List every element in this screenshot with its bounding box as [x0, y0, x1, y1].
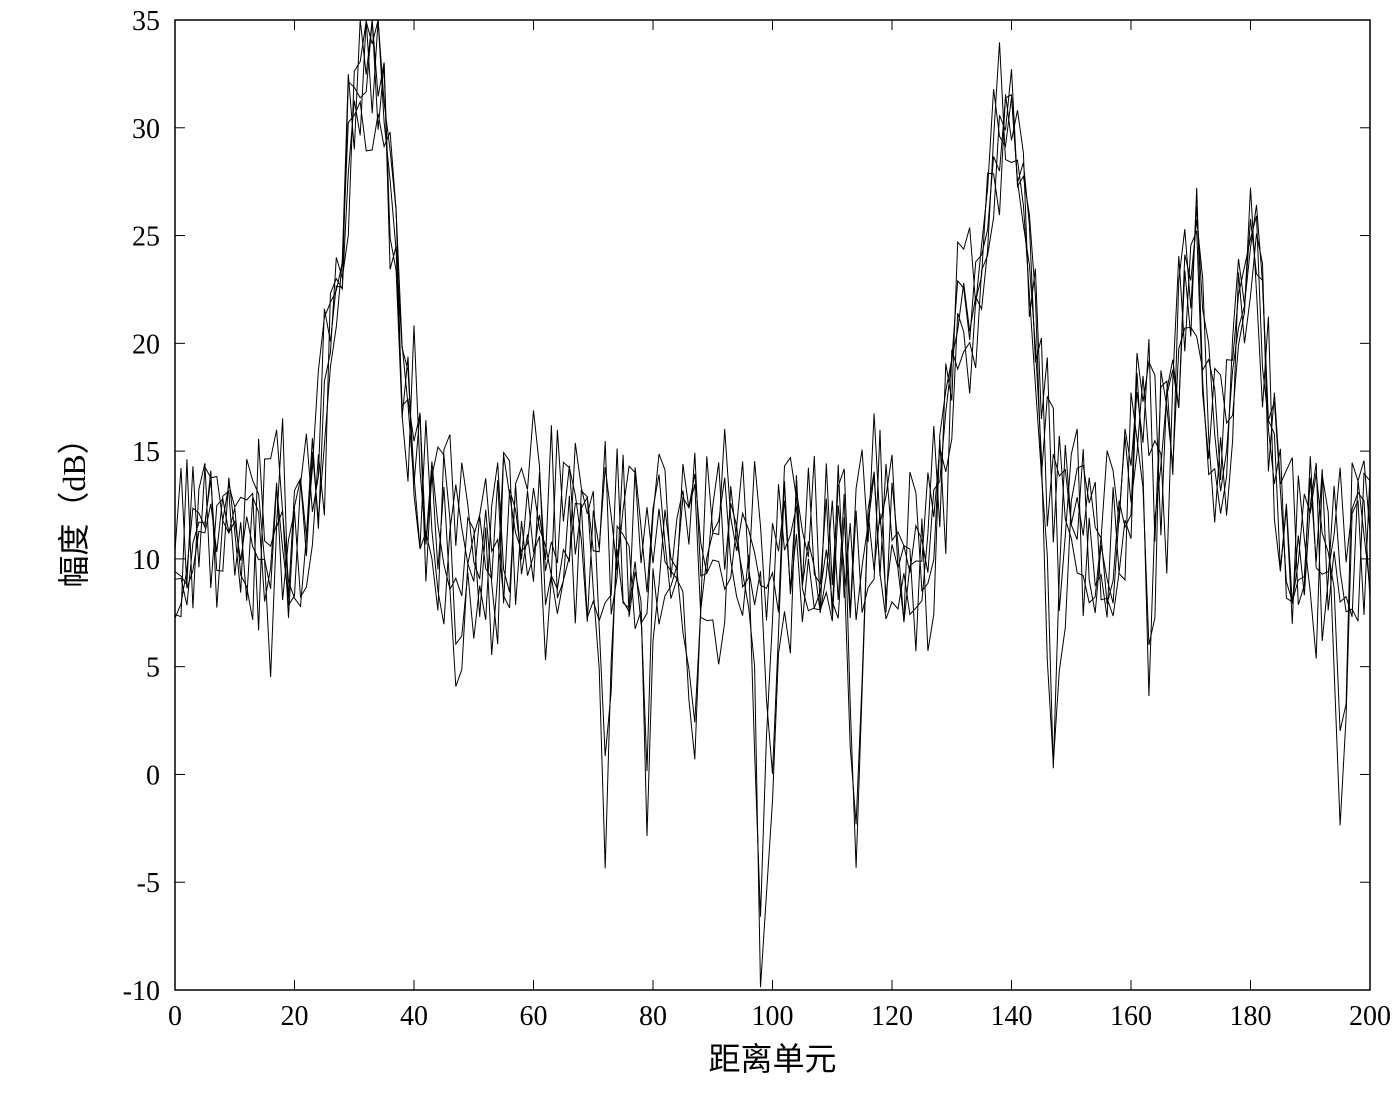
series-2	[175, 20, 1370, 917]
svg-text:80: 80	[639, 1001, 667, 1032]
line-chart: 0 20 40 60 80 100 120 140 160 180 200 -10 -5 0 5 10 15 20…	[0, 0, 1398, 1112]
svg-text:20: 20	[281, 1001, 309, 1032]
svg-text:200: 200	[1349, 1001, 1391, 1032]
svg-text:5: 5	[146, 653, 160, 684]
svg-text:15: 15	[132, 437, 160, 468]
svg-text:160: 160	[1110, 1001, 1152, 1032]
svg-text:180: 180	[1230, 1001, 1272, 1032]
svg-text:0: 0	[168, 1001, 182, 1032]
svg-text:20: 20	[132, 329, 160, 360]
svg-text:35: 35	[132, 6, 160, 37]
series-1	[175, 20, 1370, 987]
chart-container: 0 20 40 60 80 100 120 140 160 180 200 -10 -5 0 5 10 15 20…	[0, 0, 1398, 1112]
svg-text:120: 120	[871, 1001, 913, 1032]
svg-text:30: 30	[132, 114, 160, 145]
svg-text:25: 25	[132, 222, 160, 253]
svg-text:10: 10	[132, 545, 160, 576]
svg-text:140: 140	[991, 1001, 1033, 1032]
svg-text:60: 60	[520, 1001, 548, 1032]
x-axis-label: 距离单元	[708, 1041, 836, 1077]
svg-text:0: 0	[146, 760, 160, 791]
svg-text:-5: -5	[137, 868, 160, 899]
svg-text:100: 100	[752, 1001, 794, 1032]
y-axis-label: 幅度（dB）	[56, 422, 92, 587]
svg-text:-10: -10	[123, 976, 160, 1007]
svg-text:40: 40	[400, 1001, 428, 1032]
series-3	[175, 89, 1370, 836]
